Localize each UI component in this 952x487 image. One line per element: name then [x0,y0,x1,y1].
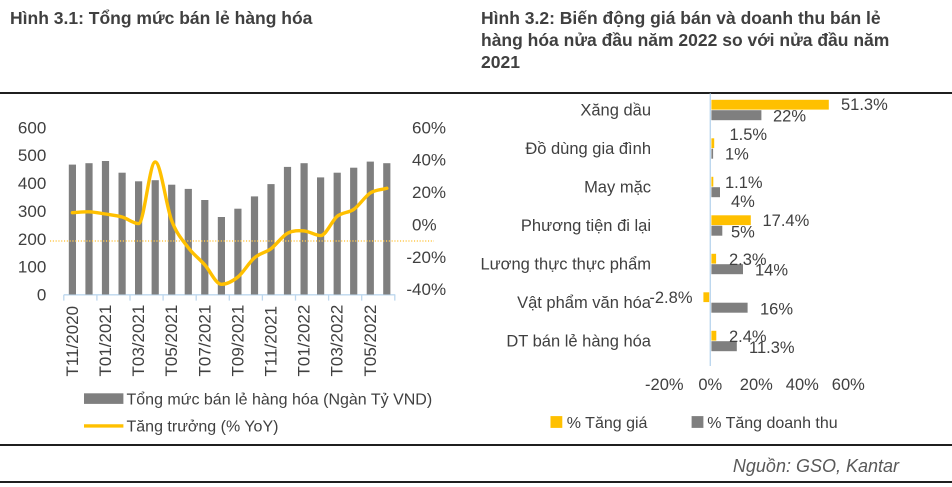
svg-text:Đồ dùng gia đình: Đồ dùng gia đình [525,140,651,158]
svg-text:0%: 0% [698,376,722,394]
svg-text:-20%: -20% [645,376,684,394]
svg-text:-2.8%: -2.8% [649,289,692,307]
svg-text:T09/2021: T09/2021 [228,305,247,377]
svg-text:5%: 5% [731,224,755,242]
svg-text:20%: 20% [412,183,446,202]
svg-text:14%: 14% [755,262,788,280]
svg-text:% Tăng giá: % Tăng giá [567,415,648,432]
svg-text:16%: 16% [760,301,793,319]
svg-text:300: 300 [18,202,46,221]
svg-text:0%: 0% [412,215,437,234]
svg-text:0: 0 [37,286,46,305]
svg-text:Xăng dầu: Xăng dầu [580,102,651,120]
svg-text:Vật phẩm văn hóa: Vật phẩm văn hóa [517,294,652,312]
svg-text:Tăng trưởng (% YoY): Tăng trưởng (% YoY) [127,418,279,435]
svg-text:100: 100 [18,258,46,277]
svg-text:40%: 40% [412,151,446,170]
svg-text:60%: 60% [832,376,865,394]
svg-text:51.3%: 51.3% [841,96,888,114]
svg-text:1%: 1% [725,146,749,164]
svg-text:T11/2020: T11/2020 [63,306,82,377]
svg-text:T01/2021: T01/2021 [96,305,115,377]
svg-text:22%: 22% [773,108,806,126]
svg-text:Lương thực thực phẩm: Lương thực thực phẩm [480,256,651,274]
svg-text:1.5%: 1.5% [730,126,768,144]
svg-text:20%: 20% [740,376,773,394]
svg-text:Phương tiện đi lại: Phương tiện đi lại [521,217,651,235]
svg-text:40%: 40% [786,376,819,394]
svg-text:11.3%: 11.3% [749,339,795,357]
svg-text:May mặc: May mặc [584,179,651,197]
svg-text:DT bán lẻ hàng hóa: DT bán lẻ hàng hóa [506,333,651,351]
svg-text:4%: 4% [731,193,755,211]
svg-text:-40%: -40% [406,280,446,299]
svg-text:600: 600 [18,118,46,137]
svg-text:T01/2022: T01/2022 [295,305,314,377]
svg-text:T05/2021: T05/2021 [162,305,181,377]
svg-text:2.4%: 2.4% [729,328,767,346]
svg-text:-20%: -20% [406,248,446,267]
svg-text:T03/2021: T03/2021 [129,305,148,377]
svg-text:T11/2021: T11/2021 [262,306,281,377]
svg-text:17.4%: 17.4% [763,212,810,230]
svg-text:T03/2022: T03/2022 [328,305,347,377]
svg-text:Tổng mức bán lẻ hàng hóa (Ngàn: Tổng mức bán lẻ hàng hóa (Ngàn Tỷ VND) [127,391,433,409]
svg-text:T07/2021: T07/2021 [195,305,214,377]
svg-text:60%: 60% [412,118,446,137]
svg-text:% Tăng doanh thu: % Tăng doanh thu [707,415,837,432]
svg-text:500: 500 [18,146,46,165]
svg-text:2.3%: 2.3% [729,251,767,269]
svg-text:T05/2022: T05/2022 [361,305,380,377]
svg-text:1.1%: 1.1% [725,174,763,192]
svg-text:200: 200 [18,230,46,249]
svg-text:400: 400 [18,174,46,193]
